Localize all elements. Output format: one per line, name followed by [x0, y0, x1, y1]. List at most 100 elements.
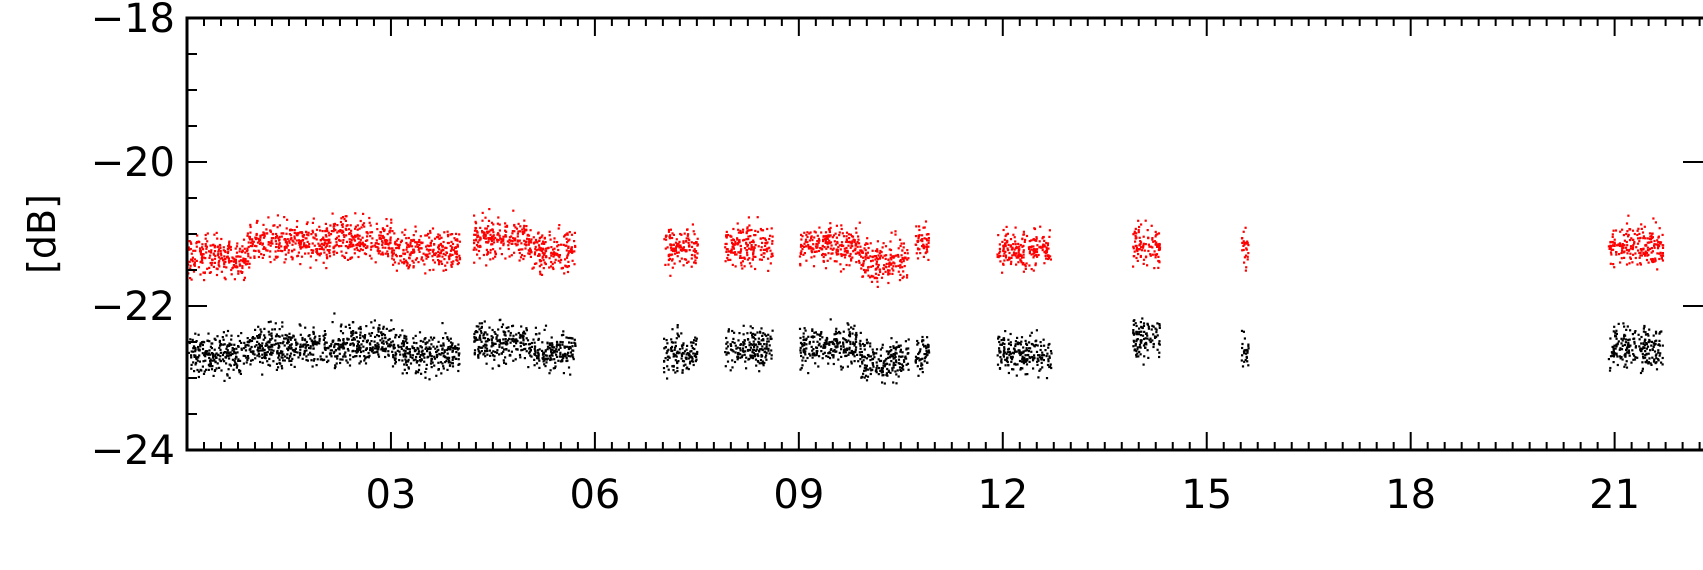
data-point: [771, 242, 774, 245]
data-point: [851, 256, 854, 259]
data-point: [899, 259, 902, 262]
data-point: [321, 351, 324, 354]
data-point: [367, 356, 370, 359]
data-point: [768, 344, 771, 347]
data-point: [757, 354, 760, 358]
data-point: [816, 350, 819, 353]
data-point: [672, 248, 675, 251]
data-point: [752, 239, 755, 242]
data-point: [277, 344, 280, 347]
data-point: [818, 239, 821, 242]
data-point: [1136, 248, 1139, 251]
data-point: [690, 350, 693, 353]
data-point: [1246, 258, 1249, 261]
data-point: [310, 339, 313, 342]
data-point: [428, 252, 431, 255]
data-point: [387, 246, 390, 249]
data-point: [366, 239, 369, 242]
data-point: [199, 345, 202, 348]
data-point: [263, 233, 266, 236]
data-point: [567, 260, 570, 263]
data-point: [889, 346, 892, 349]
data-point: [359, 238, 362, 241]
data-point: [692, 242, 696, 245]
data-point: [511, 324, 515, 327]
data-point: [244, 251, 247, 254]
data-point: [867, 274, 870, 277]
data-point: [805, 343, 808, 346]
data-point: [899, 344, 902, 347]
data-point: [1620, 251, 1623, 255]
data-point: [475, 248, 478, 251]
data-point: [420, 258, 423, 261]
data-point: [213, 244, 216, 247]
data-point: [530, 355, 533, 358]
data-point: [252, 337, 255, 340]
data-point: [335, 243, 338, 246]
data-point: [1625, 232, 1628, 236]
data-point: [1658, 227, 1661, 230]
data-point: [352, 337, 355, 340]
data-point: [415, 257, 419, 260]
data-point: [546, 341, 549, 344]
data-point: [1644, 252, 1647, 255]
data-point: [891, 355, 895, 358]
data-point: [865, 357, 868, 360]
data-point: [398, 359, 401, 362]
data-point: [846, 322, 849, 325]
series-0: [187, 208, 1665, 288]
data-point: [315, 343, 318, 346]
data-point: [857, 259, 861, 262]
data-point: [811, 349, 814, 352]
data-point: [477, 355, 480, 358]
data-point: [325, 235, 328, 238]
data-point: [485, 248, 488, 251]
data-point: [359, 360, 362, 363]
data-point: [838, 351, 841, 354]
data-point: [543, 236, 546, 239]
data-point: [291, 349, 294, 352]
data-point: [838, 231, 841, 234]
data-point: [751, 351, 754, 354]
data-point: [477, 245, 480, 248]
data-point: [517, 230, 520, 233]
data-point: [500, 325, 503, 329]
data-point: [435, 374, 438, 377]
data-point: [477, 345, 480, 349]
data-point: [231, 347, 234, 350]
data-point: [855, 261, 858, 264]
data-point: [525, 240, 528, 243]
data-point: [846, 365, 849, 368]
data-point: [451, 349, 454, 352]
data-point: [442, 367, 445, 370]
data-point: [447, 346, 450, 349]
data-point: [816, 234, 819, 237]
data-point: [1625, 246, 1628, 249]
data-point: [729, 258, 732, 261]
data-point: [381, 228, 385, 231]
data-point: [1640, 223, 1643, 226]
data-point: [340, 223, 344, 226]
data-point: [804, 238, 808, 241]
data-point: [678, 240, 681, 243]
data-point: [888, 262, 891, 265]
data-point: [519, 333, 522, 336]
data-point: [212, 253, 216, 256]
data-point: [839, 270, 843, 273]
data-point: [674, 371, 677, 374]
data-point: [238, 247, 242, 250]
data-point: [395, 239, 398, 242]
data-point: [840, 355, 843, 358]
data-point: [238, 260, 241, 263]
data-point: [761, 360, 764, 363]
data-point: [228, 243, 231, 246]
data-point: [525, 225, 528, 228]
data-point: [1032, 256, 1035, 259]
data-point: [835, 340, 839, 344]
data-point: [1661, 252, 1664, 255]
data-point: [211, 356, 215, 359]
data-point: [263, 327, 266, 330]
data-point: [229, 351, 232, 354]
data-point: [907, 368, 910, 371]
